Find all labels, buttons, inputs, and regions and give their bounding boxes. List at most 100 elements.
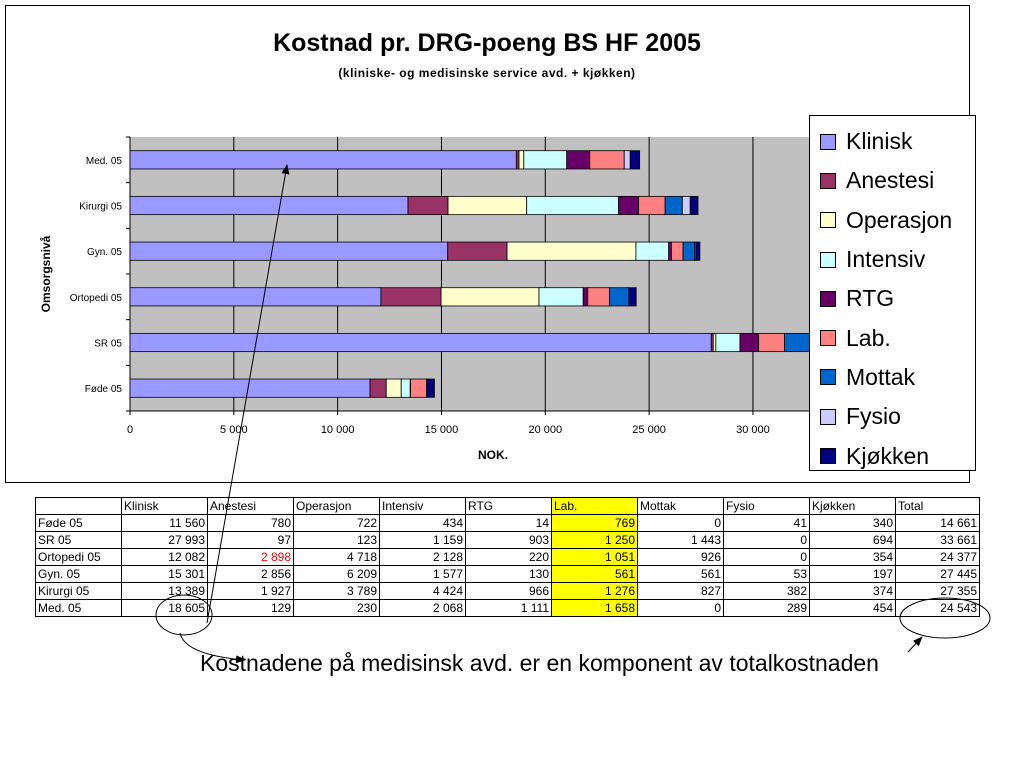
table-row-label: Føde 05 <box>35 514 122 532</box>
bar-segment <box>628 287 637 307</box>
table-cell: 130 <box>465 565 552 583</box>
bar-segment <box>638 195 666 216</box>
table-cell: 561 <box>637 565 724 583</box>
legend-item: Operasjon <box>810 201 975 240</box>
table-cell: 722 <box>293 514 380 532</box>
table-header-cell: RTG <box>465 497 552 515</box>
table-cell: 454 <box>809 599 896 617</box>
bar-segment <box>380 287 442 307</box>
chart-subtitle: (kliniske- og medisinske service avd. + … <box>338 66 635 80</box>
table-cell: 0 <box>723 548 810 566</box>
legend-item: Klinisk <box>810 122 975 161</box>
bar-segment <box>635 241 670 261</box>
table-cell: 12 082 <box>121 548 208 566</box>
table-cell: 382 <box>723 582 810 600</box>
chart-title: Kostnad pr. DRG-poeng BS HF 2005 <box>273 29 701 57</box>
table-cell: 3 789 <box>293 582 380 600</box>
chart-legend: Klinisk Anestesi Operasjon Intensiv RTG Lab. M… <box>809 115 976 471</box>
y-tick-label: Kirurgi 05 <box>79 202 122 213</box>
legend-swatch <box>820 212 836 229</box>
table-cell: 1 159 <box>379 531 466 549</box>
caption-text: Kostnadene på medisinsk avd. er en kompo… <box>200 650 879 676</box>
legend-label: Anestesi <box>846 167 935 194</box>
table-row-label: Gyn. 05 <box>35 565 122 583</box>
table-cell: 41 <box>723 514 810 532</box>
bar-segment <box>566 150 591 170</box>
bar-segment <box>410 378 427 398</box>
table-cell: 769 <box>551 514 638 532</box>
bar-segment <box>695 241 701 261</box>
bar-segment <box>681 195 691 216</box>
bar-segment <box>623 150 631 170</box>
table-cell: 1 658 <box>551 599 638 617</box>
bar-segment <box>609 287 630 307</box>
data-table: Klinisk Anestesi Operasjon Intensiv RTG Lab. M… <box>35 497 980 617</box>
bar-segment <box>618 195 640 216</box>
table-header-cell: Anestesi <box>207 497 294 515</box>
table-cell: 1 577 <box>379 565 466 583</box>
table-cell: 18 605 <box>121 599 208 617</box>
bar-segment <box>682 241 696 261</box>
table-cell: 1 111 <box>465 599 552 617</box>
table-cell: 289 <box>723 599 810 617</box>
table-cell: 14 <box>465 514 552 532</box>
table-row-label: Ortopedi 05 <box>35 548 122 566</box>
table-cell: 27 355 <box>895 582 980 600</box>
bar-segment <box>739 332 760 353</box>
table-cell: 24 543 <box>895 599 980 617</box>
legend-swatch <box>820 408 836 425</box>
table-cell: 0 <box>637 514 724 532</box>
table-cell: 827 <box>637 582 724 600</box>
table-cell: 354 <box>809 548 896 566</box>
bar-segment <box>400 378 411 398</box>
legend-item: Anestesi <box>810 161 975 200</box>
legend-item: Kjøkken <box>810 436 975 475</box>
bar-segment <box>440 287 540 307</box>
bar-segment <box>447 241 508 261</box>
table-cell: 903 <box>465 531 552 549</box>
bar-segment <box>129 150 517 170</box>
y-tick-label: Gyn. 05 <box>87 247 122 258</box>
table-header-cell: Klinisk <box>121 497 208 515</box>
table-cell: 2 856 <box>207 565 294 583</box>
table-cell: 780 <box>207 514 294 532</box>
table-cell: 1 250 <box>551 531 638 549</box>
bar-segment <box>670 241 684 261</box>
table-cell: 434 <box>379 514 466 532</box>
legend-label: Intensiv <box>846 246 926 273</box>
table-cell: 1 443 <box>637 531 724 549</box>
table-cell: 24 377 <box>895 548 980 566</box>
table-cell: 561 <box>551 565 638 583</box>
legend-swatch <box>820 251 836 268</box>
table-cell: 197 <box>809 565 896 583</box>
bar-segment <box>129 287 382 307</box>
bar-segment <box>689 195 699 216</box>
table-row: Ortopedi 05 12 082 2 898 4 718 2 128 220 1 051… <box>35 548 980 566</box>
table-cell: 694 <box>809 531 896 549</box>
legend-swatch <box>820 172 836 189</box>
table-cell: 53 <box>723 565 810 583</box>
bar-segment <box>523 150 568 170</box>
x-tick-label: 25 000 <box>632 424 666 436</box>
table-row-label: Kirurgi 05 <box>35 582 122 600</box>
bar-segment <box>447 195 528 216</box>
legend-swatch <box>820 448 836 465</box>
table-cell: 2 898 <box>207 548 294 566</box>
table-cell: 2 068 <box>379 599 466 617</box>
table-header-cell: Operasjon <box>293 497 380 515</box>
legend-swatch <box>820 330 836 347</box>
legend-label: Operasjon <box>846 206 953 233</box>
bar-segment <box>715 332 741 353</box>
legend-item: Fysio <box>810 397 975 436</box>
table-row-label: Med. 05 <box>35 599 122 617</box>
bar-segment <box>518 150 525 170</box>
bar-segment <box>129 378 371 398</box>
table-cell: 2 128 <box>379 548 466 566</box>
table-cell: 15 301 <box>121 565 208 583</box>
table-cell: 13 389 <box>121 582 208 600</box>
table-header-cell: Kjøkken <box>809 497 896 515</box>
table-cell: 33 661 <box>895 531 980 549</box>
x-tick-label: 30 000 <box>736 424 770 436</box>
table-header-cell: Fysio <box>723 497 810 515</box>
table-row: Gyn. 05 15 301 2 856 6 209 1 577 130 561 561 53 1… <box>35 565 980 583</box>
